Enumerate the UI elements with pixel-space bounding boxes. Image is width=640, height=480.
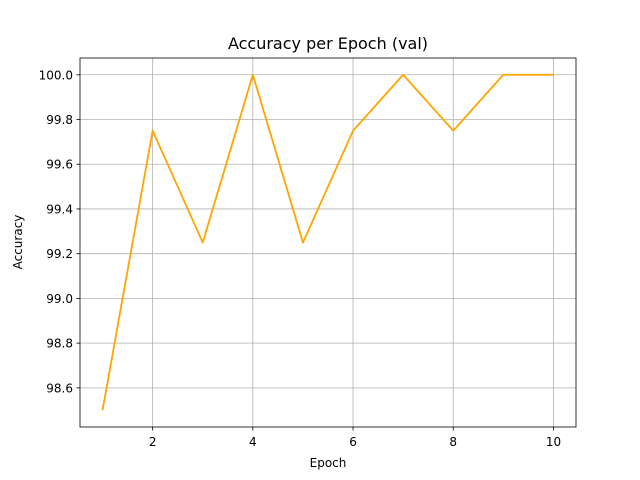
chart-title: Accuracy per Epoch (val)	[228, 34, 428, 53]
y-tick-label: 98.6	[46, 381, 73, 395]
y-tick-label: 99.0	[46, 292, 73, 306]
accuracy-series-line	[101, 73, 554, 411]
grid-lines	[80, 58, 576, 427]
x-tick-label: 6	[349, 435, 357, 449]
x-tick-label: 8	[449, 435, 457, 449]
y-axis-label: Accuracy	[11, 215, 25, 270]
plot-frame	[79, 57, 577, 428]
y-tick-label: 99.6	[46, 158, 73, 172]
axis-ticks: 2 4 6 8 10 98.6 98.8 99.0 99.2 99.4 99.6 99.8 100.0	[39, 68, 561, 449]
y-tick-label: 99.4	[46, 202, 73, 216]
y-tick-label: 99.2	[46, 247, 73, 261]
y-tick-label: 100.0	[39, 68, 73, 82]
x-tick-label: 10	[546, 435, 561, 449]
x-tick-label: 4	[249, 435, 257, 449]
y-tick-label: 98.8	[46, 337, 73, 351]
x-axis-label: Epoch	[310, 456, 347, 470]
series-layer	[101, 73, 554, 411]
x-tick-label: 2	[149, 435, 157, 449]
y-tick-label: 99.8	[46, 113, 73, 127]
